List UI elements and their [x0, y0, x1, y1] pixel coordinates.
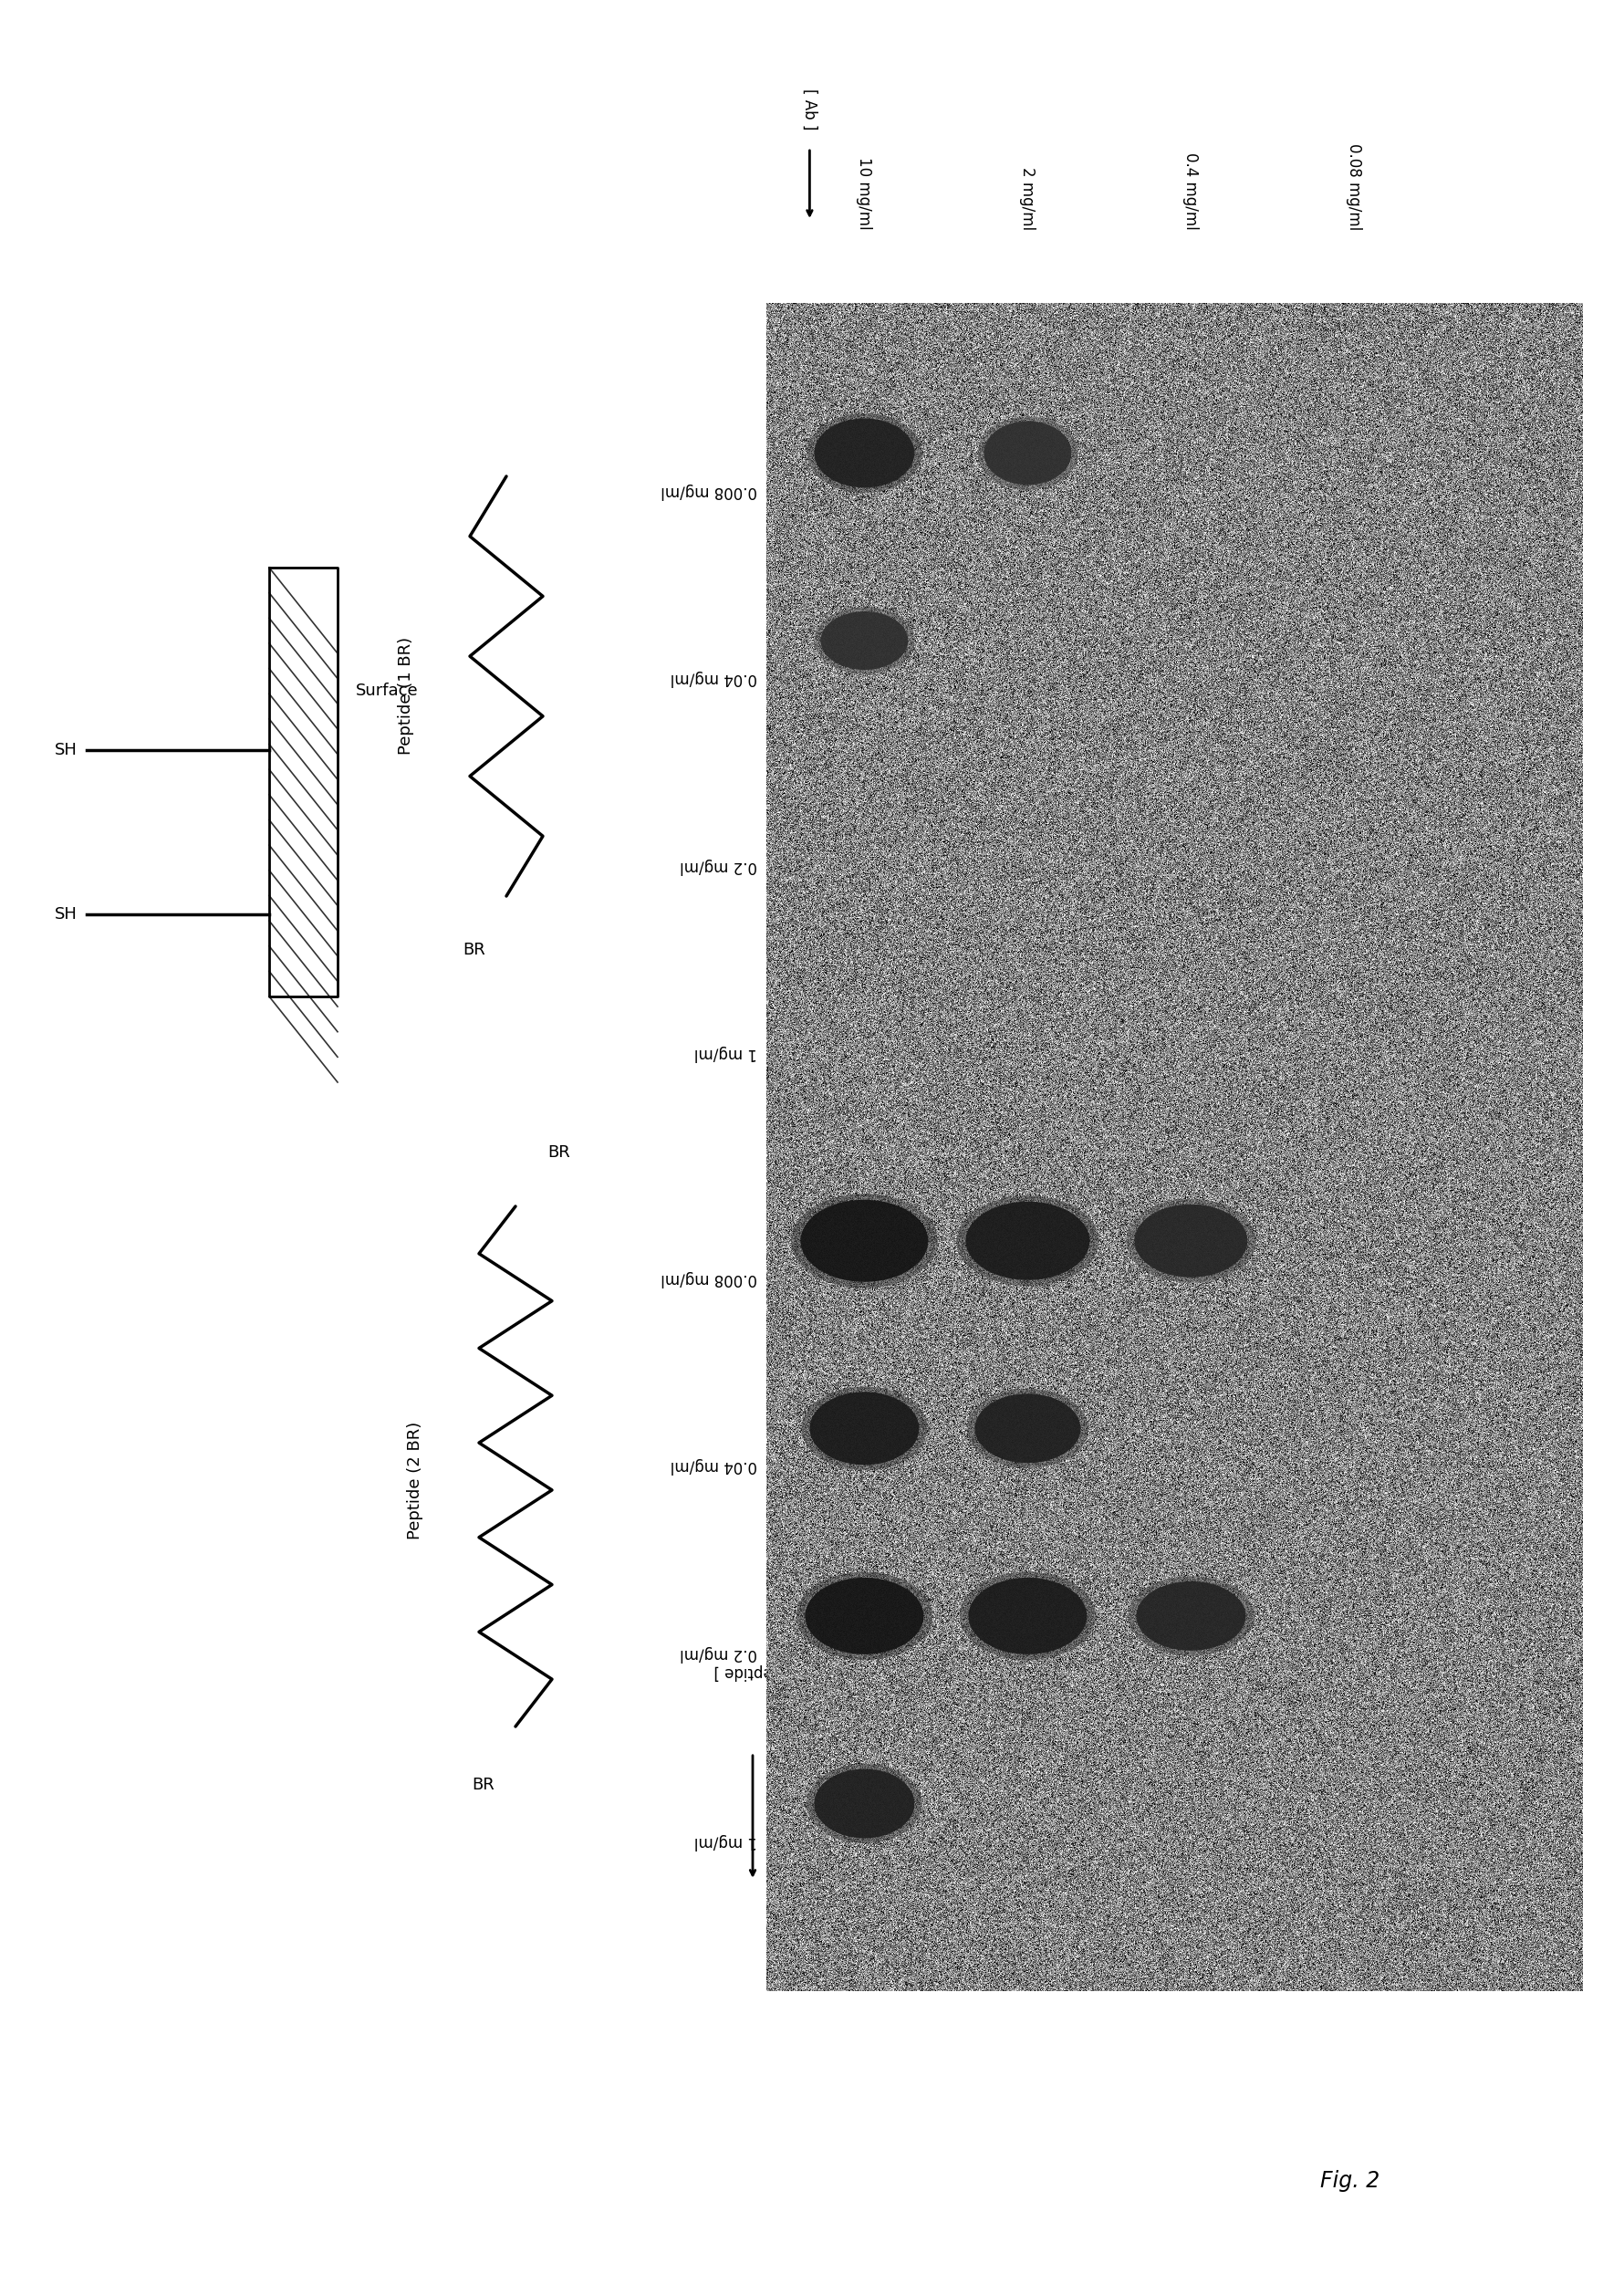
Ellipse shape: [984, 421, 1072, 484]
Ellipse shape: [1129, 1576, 1254, 1655]
Text: 0.008 mg/ml: 0.008 mg/ml: [661, 1271, 757, 1287]
Ellipse shape: [814, 1769, 914, 1837]
Text: Peptide (2 BR): Peptide (2 BR): [408, 1421, 424, 1539]
Ellipse shape: [801, 1387, 927, 1471]
Ellipse shape: [807, 1765, 922, 1844]
Text: 0.2 mg/ml: 0.2 mg/ml: [680, 857, 757, 873]
Text: Fig. 2: Fig. 2: [1320, 2169, 1380, 2192]
Ellipse shape: [968, 1578, 1086, 1653]
Text: [ Peptide ]: [ Peptide ]: [713, 1662, 793, 1680]
Text: 2 mg/ml: 2 mg/ml: [1020, 166, 1036, 230]
Text: 0.008 mg/ml: 0.008 mg/ml: [661, 482, 757, 498]
Ellipse shape: [820, 612, 908, 671]
Text: BR: BR: [473, 1776, 495, 1794]
Text: [ Ab ]: [ Ab ]: [801, 89, 818, 130]
Text: 0.2 mg/ml: 0.2 mg/ml: [680, 1646, 757, 1662]
Ellipse shape: [966, 1201, 1090, 1280]
Ellipse shape: [791, 1194, 937, 1287]
Ellipse shape: [1137, 1580, 1246, 1651]
Ellipse shape: [806, 1578, 924, 1653]
Text: SH: SH: [55, 905, 78, 923]
Text: Peptide (1 BR): Peptide (1 BR): [398, 637, 414, 755]
Ellipse shape: [1135, 1205, 1247, 1278]
Ellipse shape: [810, 1392, 919, 1464]
Text: Surface: Surface: [356, 682, 419, 698]
Ellipse shape: [807, 414, 922, 493]
Ellipse shape: [974, 1394, 1080, 1462]
Text: 0.08 mg/ml: 0.08 mg/ml: [1346, 143, 1363, 230]
Text: BR: BR: [547, 1144, 570, 1160]
Text: 1 mg/ml: 1 mg/ml: [693, 1833, 757, 1849]
Ellipse shape: [960, 1571, 1096, 1660]
Ellipse shape: [957, 1196, 1099, 1287]
Text: 0.4 mg/ml: 0.4 mg/ml: [1182, 152, 1199, 230]
Ellipse shape: [978, 416, 1078, 489]
Ellipse shape: [814, 607, 914, 673]
Text: 10 mg/ml: 10 mg/ml: [856, 157, 872, 230]
Text: SH: SH: [55, 741, 78, 757]
Text: 0.04 mg/ml: 0.04 mg/ml: [671, 671, 757, 687]
Ellipse shape: [1125, 1198, 1255, 1283]
Text: 0.04 mg/ml: 0.04 mg/ml: [671, 1458, 757, 1474]
Ellipse shape: [966, 1389, 1088, 1469]
Ellipse shape: [801, 1201, 929, 1283]
Ellipse shape: [796, 1571, 932, 1660]
Text: 1 mg/ml: 1 mg/ml: [693, 1046, 757, 1062]
Ellipse shape: [814, 418, 914, 487]
Text: BR: BR: [463, 941, 486, 957]
